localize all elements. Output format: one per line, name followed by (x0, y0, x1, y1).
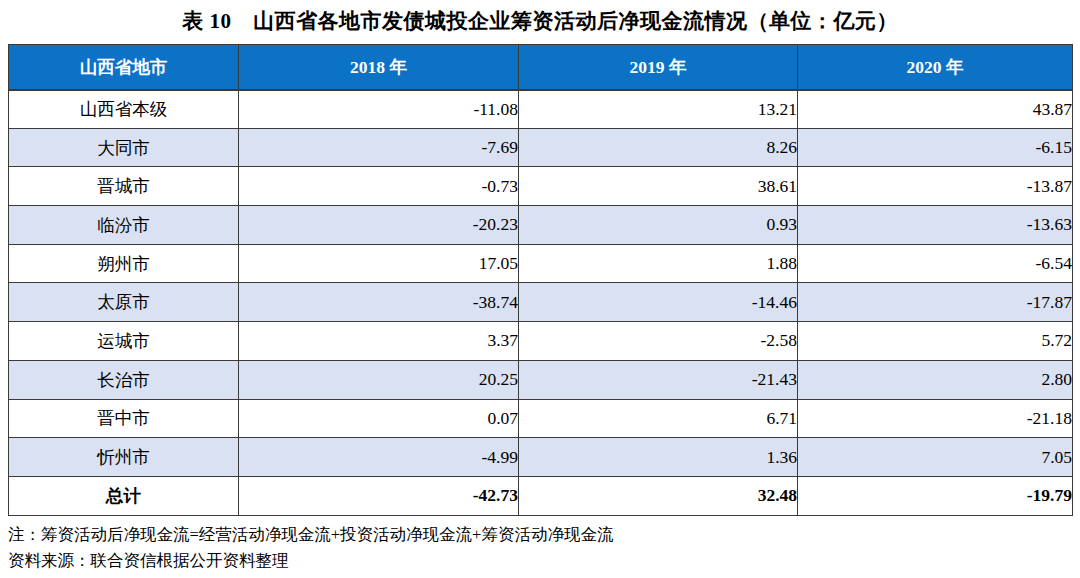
value-2020: -6.54 (798, 244, 1073, 283)
region-cell: 晋中市 (9, 399, 239, 438)
value-2018: 3.37 (239, 322, 519, 361)
note-source: 资料来源：联合资信根据公开资料整理 (8, 548, 1080, 574)
table-body: 山西省本级 -11.08 13.21 43.87 大同市 -7.69 8.26 … (9, 90, 1073, 477)
table-row: 运城市 3.37 -2.58 5.72 (9, 322, 1073, 361)
value-2020: -6.15 (798, 128, 1073, 167)
table-footer: 总计 -42.73 32.48 -19.79 (9, 476, 1073, 515)
region-cell: 太原市 (9, 283, 239, 322)
document-page: 表 10 山西省各地市发债城投企业筹资活动后净现金流情况（单位：亿元） 山西省地… (0, 0, 1080, 578)
col-header-2018: 2018 年 (239, 45, 519, 90)
value-2018: -11.08 (239, 90, 519, 129)
header-row: 山西省地市 2018 年 2019 年 2020 年 (9, 45, 1073, 90)
footnotes: 注：筹资活动后净现金流=经营活动净现金流+投资活动净现金流+筹资活动净现金流 资… (8, 522, 1080, 574)
value-2019: 8.26 (519, 128, 798, 167)
table-row: 晋城市 -0.73 38.61 -13.87 (9, 167, 1073, 206)
value-2019: 1.88 (519, 244, 798, 283)
value-2019: -14.46 (519, 283, 798, 322)
data-table: 山西省地市 2018 年 2019 年 2020 年 山西省本级 -11.08 … (8, 44, 1073, 516)
value-2019: -21.43 (519, 360, 798, 399)
value-2020: 2.80 (798, 360, 1073, 399)
region-cell: 大同市 (9, 128, 239, 167)
value-2018: 0.07 (239, 399, 519, 438)
value-2018: 20.25 (239, 360, 519, 399)
value-2020: -21.18 (798, 399, 1073, 438)
table-row: 晋中市 0.07 6.71 -21.18 (9, 399, 1073, 438)
value-2020: -13.87 (798, 167, 1073, 206)
total-2019: 32.48 (519, 476, 798, 515)
table-row: 忻州市 -4.99 1.36 7.05 (9, 438, 1073, 477)
value-2018: -0.73 (239, 167, 519, 206)
value-2018: -20.23 (239, 206, 519, 245)
region-cell: 长治市 (9, 360, 239, 399)
total-2020: -19.79 (798, 476, 1073, 515)
region-cell: 临汾市 (9, 206, 239, 245)
value-2019: 0.93 (519, 206, 798, 245)
value-2020: -13.63 (798, 206, 1073, 245)
table-row: 临汾市 -20.23 0.93 -13.63 (9, 206, 1073, 245)
value-2018: -4.99 (239, 438, 519, 477)
value-2018: -7.69 (239, 128, 519, 167)
table-row: 太原市 -38.74 -14.46 -17.87 (9, 283, 1073, 322)
table-row: 长治市 20.25 -21.43 2.80 (9, 360, 1073, 399)
total-label: 总计 (9, 476, 239, 515)
value-2018: 17.05 (239, 244, 519, 283)
value-2019: 38.61 (519, 167, 798, 206)
col-header-2019: 2019 年 (519, 45, 798, 90)
region-cell: 朔州市 (9, 244, 239, 283)
total-2018: -42.73 (239, 476, 519, 515)
table-header: 山西省地市 2018 年 2019 年 2020 年 (9, 45, 1073, 90)
value-2020: 7.05 (798, 438, 1073, 477)
region-cell: 晋城市 (9, 167, 239, 206)
value-2019: 6.71 (519, 399, 798, 438)
value-2020: -17.87 (798, 283, 1073, 322)
table-row: 朔州市 17.05 1.88 -6.54 (9, 244, 1073, 283)
region-cell: 忻州市 (9, 438, 239, 477)
col-header-2020: 2020 年 (798, 45, 1073, 90)
value-2019: -2.58 (519, 322, 798, 361)
region-cell: 山西省本级 (9, 90, 239, 129)
note-formula: 注：筹资活动后净现金流=经营活动净现金流+投资活动净现金流+筹资活动净现金流 (8, 522, 1080, 548)
table-title: 表 10 山西省各地市发债城投企业筹资活动后净现金流情况（单位：亿元） (0, 0, 1080, 35)
col-header-region: 山西省地市 (9, 45, 239, 90)
value-2020: 43.87 (798, 90, 1073, 129)
region-cell: 运城市 (9, 322, 239, 361)
total-row: 总计 -42.73 32.48 -19.79 (9, 476, 1073, 515)
table-row: 大同市 -7.69 8.26 -6.15 (9, 128, 1073, 167)
value-2019: 1.36 (519, 438, 798, 477)
table-row: 山西省本级 -11.08 13.21 43.87 (9, 90, 1073, 129)
value-2019: 13.21 (519, 90, 798, 129)
value-2020: 5.72 (798, 322, 1073, 361)
value-2018: -38.74 (239, 283, 519, 322)
